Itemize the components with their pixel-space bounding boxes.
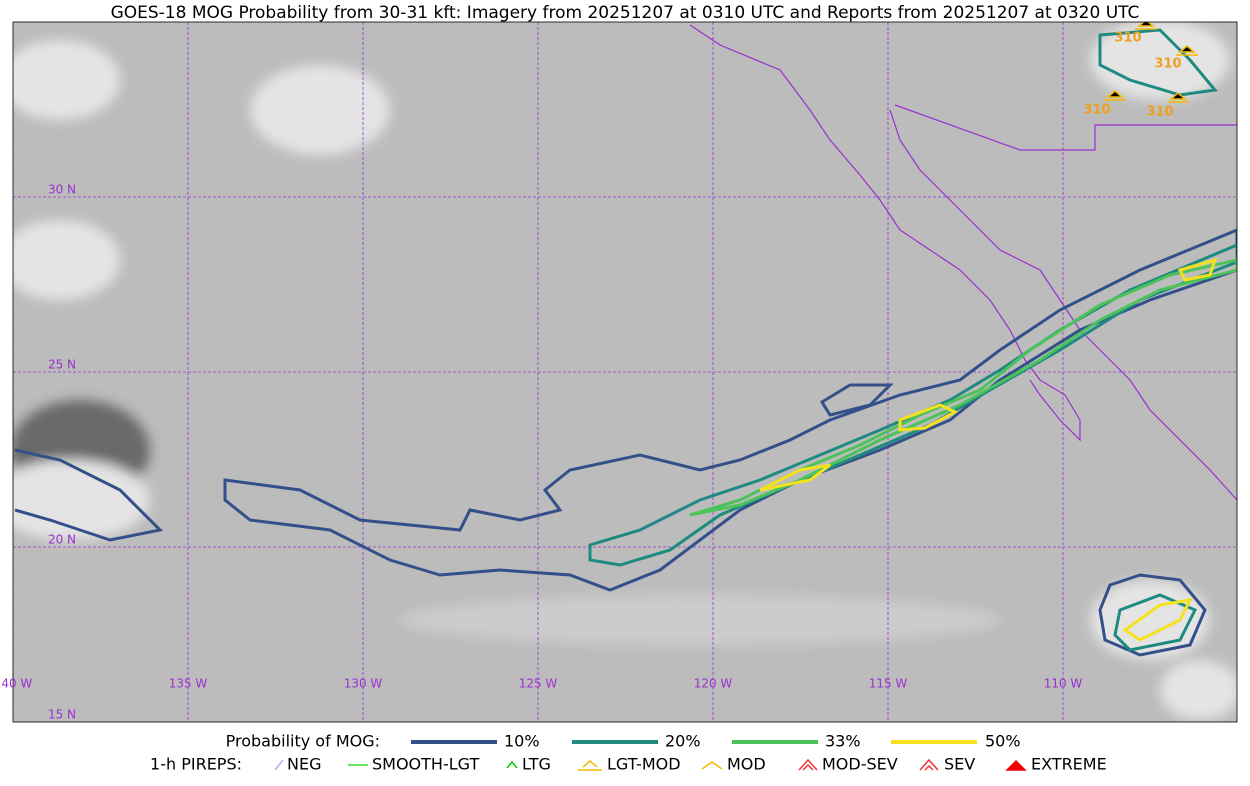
pirep-legend-icon <box>1005 759 1027 771</box>
report-altitude: 310 <box>1114 31 1141 46</box>
legend-label: MOD <box>727 755 766 774</box>
report-altitude: 310 <box>1083 103 1110 118</box>
legend-label: MOD-SEV <box>822 755 898 774</box>
probability-legend-title: Probability of MOG: <box>226 732 380 751</box>
lat-label: 25 N <box>48 358 76 372</box>
legend-label: LTG <box>522 755 551 774</box>
pirep-icon <box>1167 92 1189 103</box>
pirep-legend-icon <box>578 760 602 771</box>
pirep-icon <box>1176 45 1198 56</box>
legend-label: 10% <box>504 732 540 751</box>
lon-label: 115 W <box>869 677 908 691</box>
lat-label: 15 N <box>48 708 76 722</box>
pirep-icon <box>1135 22 1157 30</box>
lon-label: 140 W <box>0 677 32 691</box>
pirep-legend-icon <box>506 760 518 769</box>
graticule <box>13 22 1237 722</box>
lon-label: 120 W <box>694 677 733 691</box>
legend-label: NEG <box>287 755 321 774</box>
legend-label: 20% <box>665 732 701 751</box>
lon-label: 135 W <box>169 677 208 691</box>
legend-label: EXTREME <box>1031 755 1107 774</box>
lat-label: 30 N <box>48 183 76 197</box>
title: GOES-18 MOG Probability from 30-31 kft: … <box>111 3 1140 23</box>
map: 310 310 310 310 <box>13 22 1237 722</box>
mog-contours <box>14 28 1237 657</box>
legend-label: 50% <box>985 732 1021 751</box>
coastlines <box>689 24 1237 501</box>
report-altitude: 310 <box>1154 57 1181 72</box>
pirep-legend-title: 1-h PIREPS: <box>150 755 242 774</box>
lon-label: 110 W <box>1044 677 1083 691</box>
legend-label: 33% <box>825 732 861 751</box>
lon-label: 125 W <box>519 677 558 691</box>
pirep-reports: 310 310 310 310 <box>1083 22 1198 120</box>
map-frame <box>12 21 1238 723</box>
pirep-legend-icon <box>919 758 939 771</box>
legend-label: SMOOTH-LGT <box>372 755 479 774</box>
pirep-legend-icon <box>274 759 284 771</box>
lon-label: 130 W <box>344 677 383 691</box>
legend-label: SEV <box>944 755 975 774</box>
lat-label: 20 N <box>48 533 76 547</box>
pirep-icon <box>1104 90 1126 101</box>
pirep-legend-icon <box>701 761 723 770</box>
pirep-legend-icon <box>798 758 818 771</box>
legend-label: LGT-MOD <box>607 755 681 774</box>
report-altitude: 310 <box>1146 105 1173 120</box>
